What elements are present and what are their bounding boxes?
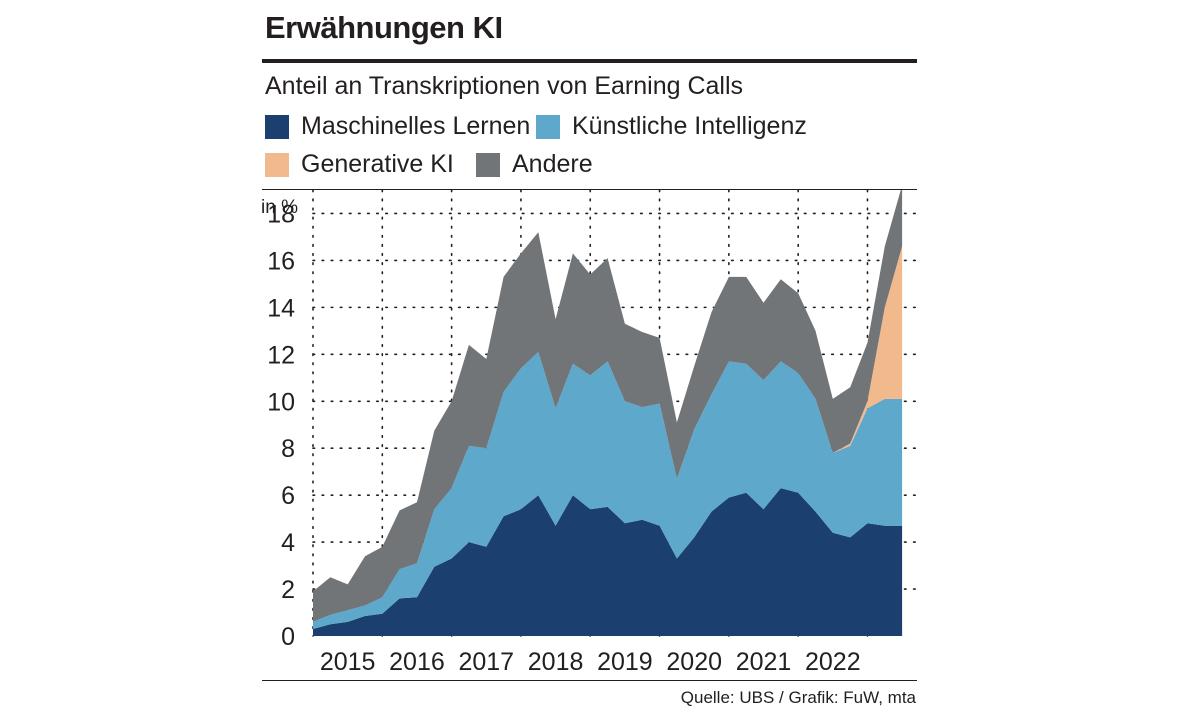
legend-label-gen: Generative KI xyxy=(301,150,454,178)
legend-swatch-gen xyxy=(265,152,289,177)
area-layer xyxy=(313,190,903,636)
y-tick-label-16: 16 xyxy=(267,247,295,275)
x-tick-label-2017: 2017 xyxy=(458,648,514,676)
x-tick-label-2019: 2019 xyxy=(597,648,653,676)
legend-label-ki: Künstliche Intelligenz xyxy=(572,112,807,140)
y-tick-label-12: 12 xyxy=(267,341,295,369)
y-tick-label-2: 2 xyxy=(281,576,295,604)
x-tick-label-2020: 2020 xyxy=(666,648,722,676)
bottom-rule xyxy=(262,680,917,681)
y-tick-label-0: 0 xyxy=(281,623,295,651)
title-rule xyxy=(262,59,917,63)
legend-label-ml: Maschinelles Lernen xyxy=(301,112,531,140)
legend-item-ml: Maschinelles Lernen xyxy=(265,112,530,141)
x-tick-label-2015: 2015 xyxy=(320,648,376,676)
y-unit-label: in % xyxy=(261,197,298,218)
source-note: Quelle: UBS / Grafik: FuW, mta xyxy=(680,688,916,707)
legend-swatch-ki xyxy=(536,114,560,139)
chart-subtitle: Anteil an Transkriptionen von Earning Ca… xyxy=(265,72,744,100)
x-tick-label-2021: 2021 xyxy=(736,648,792,676)
x-tick-label-2016: 2016 xyxy=(389,648,445,676)
area-ml xyxy=(313,488,903,636)
y-tick-label-4: 4 xyxy=(281,529,295,557)
y-tick-label-10: 10 xyxy=(267,388,295,416)
stacked-area-chart: 0 2 4 6 8 10 12 14 16 18 2015 2016 2017 2018 2019 2020 2… xyxy=(261,190,917,676)
y-tick-label-8: 8 xyxy=(281,435,295,463)
legend-item-ki: Künstliche Intelligenz xyxy=(536,112,807,141)
legend-rule xyxy=(262,189,917,190)
y-tick-label-6: 6 xyxy=(281,482,295,510)
legend-item-gen: Generative KI xyxy=(265,150,454,179)
legend-label-andere: Andere xyxy=(512,150,593,178)
x-tick-label-2022: 2022 xyxy=(805,648,861,676)
y-tick-label-14: 14 xyxy=(267,294,295,322)
x-tick-label-2018: 2018 xyxy=(528,648,584,676)
legend-swatch-ml xyxy=(265,114,289,139)
legend-item-andere: Andere xyxy=(476,150,593,179)
chart-title: Erwähnungen KI xyxy=(265,10,503,45)
axis-layer: 0 2 4 6 8 10 12 14 16 18 2015 2016 2017 2018 2019 2020 2… xyxy=(267,200,860,676)
legend-swatch-andere xyxy=(476,152,500,177)
area-ki xyxy=(313,352,903,629)
area-andere xyxy=(313,190,903,622)
y-tick-label-18: 18 xyxy=(267,200,295,228)
